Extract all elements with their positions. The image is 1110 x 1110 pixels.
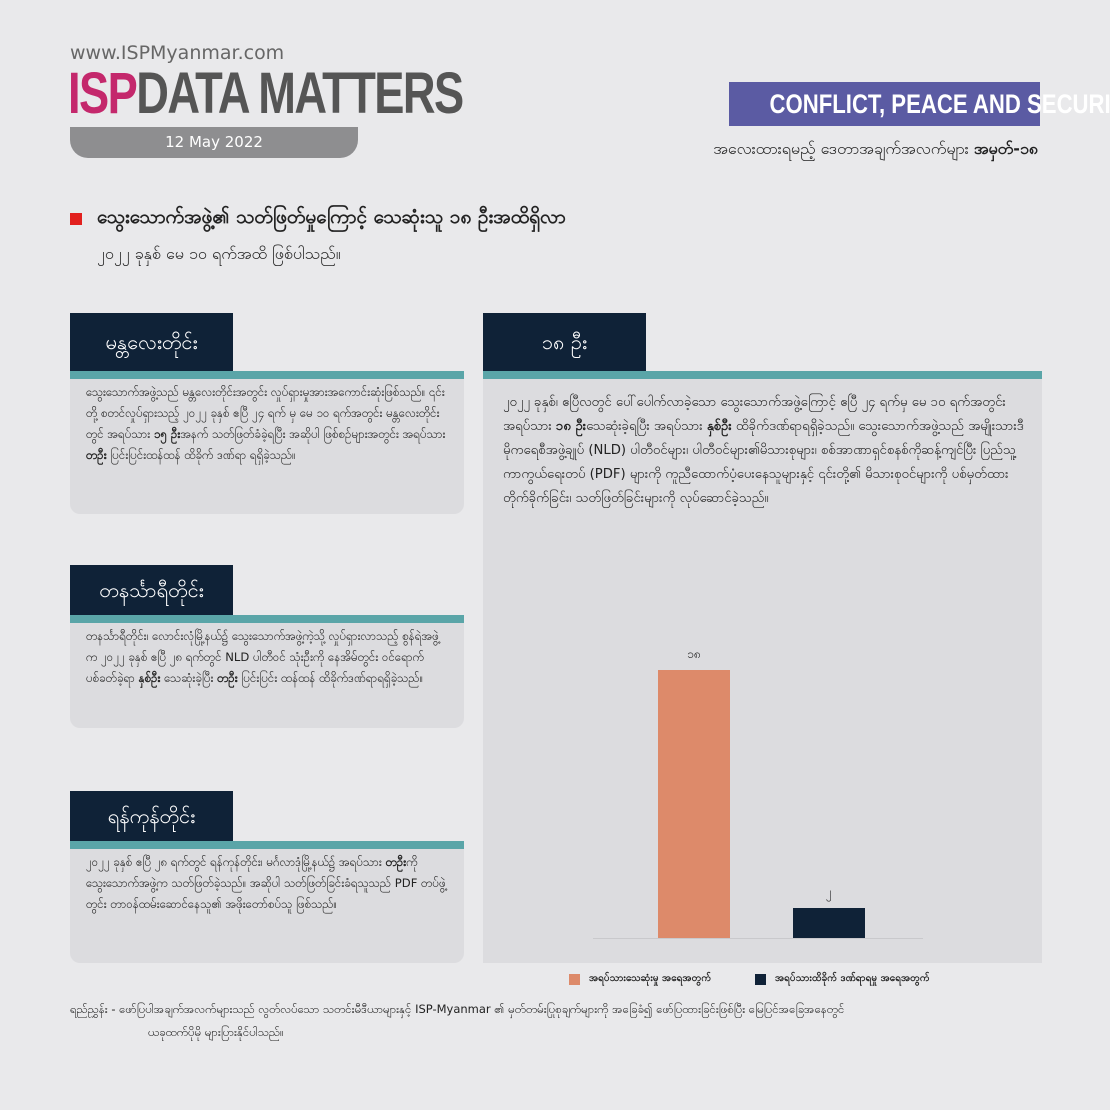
divider <box>70 615 464 623</box>
headline-subtitle: ၂၀၂၂ ခုနှစ် မေ ၁၀ ရက်အထိ ဖြစ်ပါသည်။ <box>97 244 341 263</box>
legend-swatch <box>569 974 580 985</box>
series-number: အမှတ်-၁၈ <box>973 139 1038 158</box>
card-mandalay: မန္တလေးတိုင်း သွေးသောက်အဖွဲ့သည် မန္တလေးတ… <box>70 313 464 514</box>
bar-value-label: ၂ <box>826 885 832 900</box>
logo-data-matters: DATA MATTERS <box>136 61 464 126</box>
footer-note-cont: ယခုထက်ပိုမို များပြားနိုင်ပါသည်။ <box>148 1025 284 1039</box>
category-badge: CONFLICT, PEACE AND SECURITY <box>729 82 1110 126</box>
card-title: မန္တလေးတိုင်း <box>105 330 198 354</box>
card-title: ရန်ကုန်တိုင်း <box>107 804 196 828</box>
card-title: ၁၈ ဦး <box>541 330 588 354</box>
divider <box>483 371 1042 379</box>
x-axis-line <box>593 938 923 939</box>
headline: သွေးသောက်အဖွဲ့၏ သတ်ဖြတ်မှုကြောင့် သေဆုံး… <box>97 206 566 228</box>
legend-label: အရပ်သားသေဆုံးမှု အရေအတွက် <box>589 973 712 984</box>
series-text: အလေးထားရမည့် ဒေတာအချက်အလက်များ <box>713 139 969 158</box>
card-tab-tanintharyi: တနင်္သာရီတိုင်း <box>70 565 233 615</box>
legend-swatch <box>755 974 766 985</box>
date-bar: 12 May 2022 <box>70 127 358 158</box>
website-url: www.ISPMyanmar.com <box>70 42 285 64</box>
bar-1 <box>658 670 730 938</box>
card-tab-total: ၁၈ ဦး <box>483 313 646 371</box>
card-tanintharyi: တနင်္သာရီတိုင်း တနင်္သာရီတိုင်း၊ လောင်းလ… <box>70 565 464 728</box>
divider <box>70 371 464 379</box>
card-body: ၂၀၂၂ ခုနှစ်၊ ဧပြီလတွင် ပေါ်ပေါက်လာခဲ့သော… <box>483 379 1042 985</box>
card-tab-mandalay: မန္တလေးတိုင်း <box>70 313 233 371</box>
bar-chart: ၁၈၂အရပ်သားသေဆုံးမှု အရေအတွက် အရပ်သားထိခို… <box>483 379 1042 985</box>
legend-label: အရပ်သားထိခိုက် ဒဏ်ရာရမှု အရေအတွက် <box>775 973 930 984</box>
card-total: ၁၈ ဦး ၂၀၂၂ ခုနှစ်၊ ဧပြီလတွင် ပေါ်ပေါက်လာ… <box>483 313 1042 985</box>
card-body: ၂၀၂၂ ခုနှစ် ဧပြီ ၂၈ ရက်တွင် ရန်ကုန်တိုင်… <box>70 849 464 963</box>
series-label: အလေးထားရမည့် ဒေတာအချက်အလက်များ အမှတ်-၁၈ <box>713 138 1038 162</box>
card-body: တနင်္သာရီတိုင်း၊ လောင်းလုံမြို့နယ်၌ သွေး… <box>70 623 464 728</box>
red-bullet-icon <box>70 213 82 225</box>
date-label: 12 May 2022 <box>165 133 263 151</box>
bar-2 <box>793 908 865 938</box>
bar-value-label: ၁၈ <box>687 647 701 661</box>
card-text: ၂၀၂၂ ခုနှစ်၊ ဧပြီလတွင် ပေါ်ပေါက်လာခဲ့သော… <box>503 395 1024 506</box>
footer-note: ရည်ညွှန်း - ဖော်ပြပါအချက်အလက်များသည် လွတ… <box>70 1002 845 1016</box>
divider <box>70 841 464 849</box>
card-title: တနင်္သာရီတိုင်း <box>99 578 204 602</box>
card-yangon: ရန်ကုန်တိုင်း ၂၀၂၂ ခုနှစ် ဧပြီ ၂၈ ရက်တွင… <box>70 791 464 963</box>
card-tab-yangon: ရန်ကုန်တိုင်း <box>70 791 233 841</box>
logo-isp: ISP <box>68 61 138 126</box>
logo: ISPDATA MATTERS <box>68 60 464 127</box>
category-label: CONFLICT, PEACE AND SECURITY <box>769 89 1110 119</box>
card-body: သွေးသောက်အဖွဲ့သည် မန္တလေးတိုင်းအတွင်း လှ… <box>70 379 464 514</box>
